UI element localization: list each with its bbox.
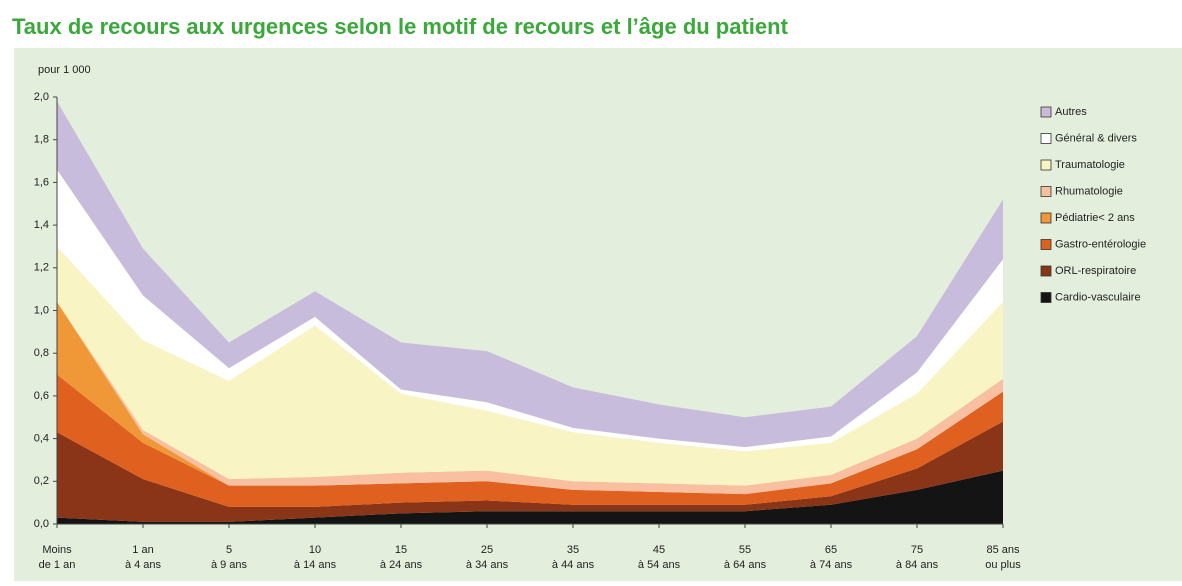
legend-swatch [1040,133,1052,144]
x-tick-label: 25 [481,544,493,556]
x-tick-label: ou plus [985,559,1021,571]
y-tick-label: 1,8 [34,134,49,146]
x-tick-label: 85 ans [986,544,1020,556]
x-tick-label: à 9 ans [211,559,248,571]
x-tick-label: à 54 ans [638,559,681,571]
area [57,470,1003,524]
x-tick-label: à 44 ans [552,559,595,571]
legend-label: Cardio-vasculaire [1055,291,1141,303]
legend-label: Traumatologie [1055,159,1125,171]
legend-swatch [1040,159,1052,171]
legend-swatch [1040,106,1052,118]
x-tick-label: à 74 ans [810,559,853,571]
x-tick-label: à 34 ans [466,559,509,571]
y-axis-label: pour 1 000 [38,64,91,76]
x-tick-label: à 14 ans [294,559,337,571]
y-tick-label: 0,0 [34,518,49,530]
legend-swatch [1040,186,1052,197]
y-tick-label: 1,4 [34,219,49,231]
legend-swatch [1040,265,1052,277]
legend-label: Autres [1055,106,1087,118]
y-tick-label: 2,0 [34,91,49,103]
x-tick-label: à 64 ans [724,559,767,571]
x-tick-label: 55 [739,544,751,556]
legend-swatch [1040,239,1052,250]
legend-label: Pédiatrie< 2 ans [1055,212,1135,224]
y-tick-label: 1,2 [34,262,49,274]
y-tick-label: 0,8 [34,347,49,359]
chart-title: Taux de recours aux urgences selon le mo… [12,14,789,39]
legend-swatch [1040,212,1052,224]
x-tick-label: 35 [567,544,579,556]
x-tick-label: 5 [226,544,232,556]
legend-label: ORL-respiratoire [1055,265,1136,277]
x-tick-label: 45 [653,544,665,556]
y-tick-label: 1,0 [34,304,49,316]
x-tick-label: de 1 an [39,559,76,571]
x-tick-label: Moins [42,544,72,556]
legend-swatch [1040,292,1052,303]
x-tick-label: à 4 ans [125,559,162,571]
x-tick-label: 75 [911,544,923,556]
x-tick-label: à 84 ans [896,559,939,571]
x-tick-label: 1 an [132,544,153,556]
x-tick-label: 65 [825,544,837,556]
y-tick-label: 0,2 [34,475,49,487]
y-tick-label: 1,6 [34,176,49,188]
legend-label: Gastro-entérologie [1055,238,1146,250]
x-tick-label: à 24 ans [380,559,423,571]
area [57,246,1003,486]
area [57,101,1003,448]
legend-label: Général & divers [1055,132,1137,144]
x-tick-label: 10 [309,544,321,556]
x-tick-label: 15 [395,544,407,556]
area [57,421,1003,522]
y-tick-label: 0,4 [34,433,49,445]
legend-label: Rhumatologie [1055,185,1123,197]
y-tick-label: 0,6 [34,390,49,402]
